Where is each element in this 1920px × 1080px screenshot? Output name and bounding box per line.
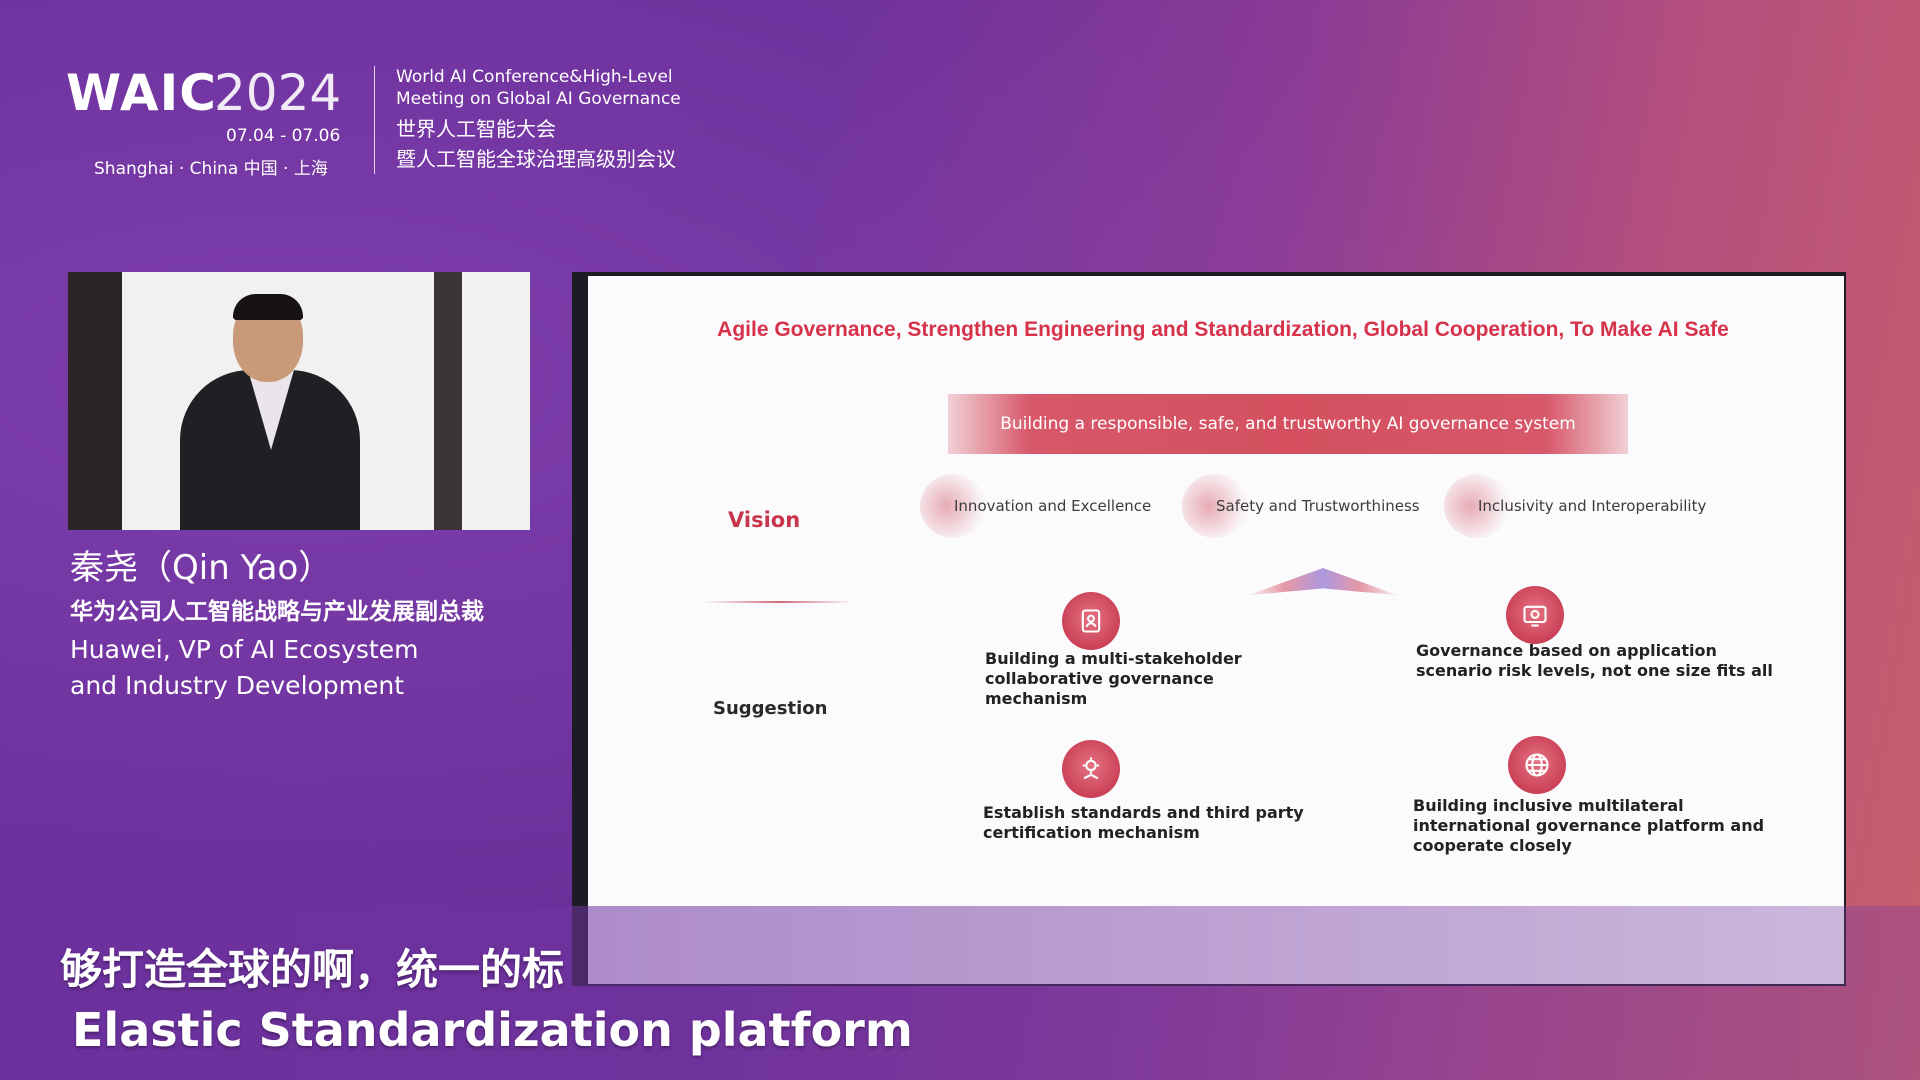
scenario-screen-icon [1506,586,1564,644]
vision-divider [704,601,854,603]
conference-header: WAIC 2024 07.04 - 07.06 Shanghai · China… [66,58,726,179]
vision-item: Inclusivity and Interoperability [1444,474,1706,538]
vision-item: Safety and Trustworthiness [1182,474,1420,538]
subtitle-english: Elastic Standardization platform [72,1003,913,1057]
waic-logo: WAIC [66,64,217,122]
suggestion-text: Establish standards and third party cert… [983,803,1304,842]
suggestion-text: Governance based on application scenario… [1416,641,1773,680]
subtitle-band [0,906,1920,1080]
speaker-name: 秦尧（Qin Yao） [70,548,333,588]
conference-title-en-1: World AI Conference&High-Level [396,67,673,87]
speaker-title-cn: 华为公司人工智能战略与产业发展副总裁 [70,599,484,625]
vision-bubble [1444,474,1510,538]
speaker-hair [233,294,303,320]
stage-curtain-left [68,272,122,530]
speaker-video [68,272,530,530]
globe-icon [1508,736,1566,794]
slide-title: Agile Governance, Strengthen Engineering… [717,318,1729,341]
conference-location: Shanghai · China 中国 · 上海 [94,159,328,179]
speaker-title-en: Huawei, VP of AI Ecosystem and Industry … [70,632,418,704]
vision-bubble [920,474,986,538]
vision-banner-text: Building a responsible, safe, and trustw… [1000,414,1576,434]
conference-title-en-2: Meeting on Global AI Governance [396,89,681,109]
suggestion-text: Building inclusive multilateral internat… [1413,796,1765,855]
vision-bubble [1182,474,1248,538]
conference-title-cn-1: 世界人工智能大会 [396,117,556,141]
vision-item: Innovation and Excellence [920,474,1151,538]
subtitle-chinese: 够打造全球的啊，统一的标 [60,945,565,994]
conference-title-cn-2: 暨人工智能全球治理高级别会议 [396,147,676,171]
speaker-title-en-2: and Industry Development [70,671,405,700]
vision-banner: Building a responsible, safe, and trustw… [948,394,1628,454]
vision-item-text: Safety and Trustworthiness [1216,497,1420,515]
presentation-slide: Agile Governance, Strengthen Engineering… [588,276,1844,984]
suggestion-label: Suggestion [713,698,828,719]
header-divider [374,66,375,174]
vision-item-text: Inclusivity and Interoperability [1478,497,1707,515]
speaker-title-en-1: Huawei, VP of AI Ecosystem [70,635,419,664]
conference-dates: 07.04 - 07.06 [226,126,341,146]
vision-item-text: Innovation and Excellence [954,497,1152,515]
logo-year: 2024 [214,64,342,122]
stakeholder-badge-icon [1062,592,1120,650]
conference-title: World AI Conference&High-Level Meeting o… [396,66,681,174]
vision-label: Vision [728,508,801,532]
upward-arrow-icon [1248,568,1398,596]
certification-gear-icon [1062,740,1120,798]
suggestion-text: Building a multi-stakeholder collaborati… [985,649,1242,708]
stage-curtain-right [434,272,462,530]
